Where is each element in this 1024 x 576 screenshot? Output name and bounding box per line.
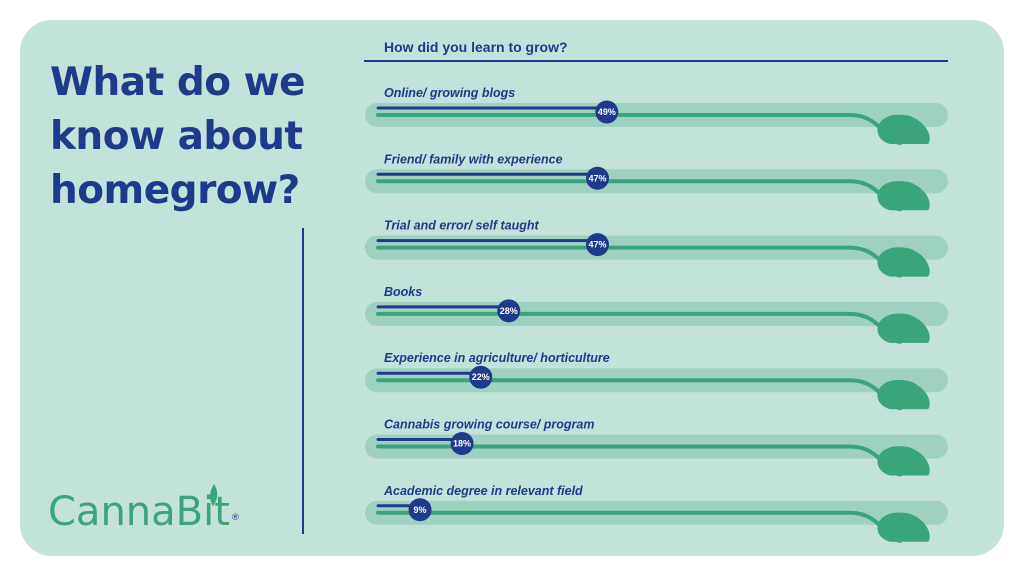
- bar-label: Academic degree in relevant field: [383, 484, 583, 498]
- bar-label: Experience in agriculture/ horticulture: [384, 351, 610, 365]
- chart-title: How did you learn to grow?: [384, 39, 568, 55]
- value-bubble: [585, 166, 609, 190]
- vertical-divider: [302, 228, 304, 534]
- value-bubble: [497, 299, 521, 323]
- bar-label: Books: [384, 285, 422, 299]
- value-bubble: [450, 432, 474, 455]
- logo-leaf-icon: [210, 484, 218, 506]
- value-label: 47%: [588, 240, 606, 250]
- leaf-icon: [877, 313, 930, 343]
- value-bubble: [595, 100, 619, 124]
- value-label: 9%: [414, 505, 427, 515]
- leaf-icon: [877, 247, 930, 277]
- leaf-icon: [877, 379, 930, 410]
- bar-label: Friend/ family with experience: [384, 152, 563, 166]
- leaf-icon: [877, 114, 930, 144]
- bar-label: Cannabis growing course/ program: [384, 418, 594, 432]
- value-label: 28%: [500, 306, 518, 316]
- value-label: 47%: [588, 173, 606, 183]
- cannabit-logo: CannaBit ®: [48, 488, 240, 536]
- chart-title-underline: [364, 60, 948, 62]
- leaf-icon: [877, 180, 930, 211]
- page-title: What do we know about homegrow?: [50, 60, 306, 213]
- leaf-icon: [877, 512, 930, 542]
- value-label: 18%: [453, 439, 471, 449]
- value-bubble: [585, 233, 609, 257]
- value-label: 22%: [472, 372, 490, 382]
- leaf-icon: [877, 446, 930, 476]
- logo-text: CannaBit: [48, 489, 230, 535]
- bar-label: Online/ growing blogs: [384, 86, 515, 100]
- bar-label: Trial and error/ self taught: [384, 219, 540, 233]
- registered-mark: ®: [230, 513, 240, 523]
- value-label: 49%: [598, 107, 616, 117]
- value-bubble: [469, 365, 493, 389]
- value-bubble: [408, 498, 432, 522]
